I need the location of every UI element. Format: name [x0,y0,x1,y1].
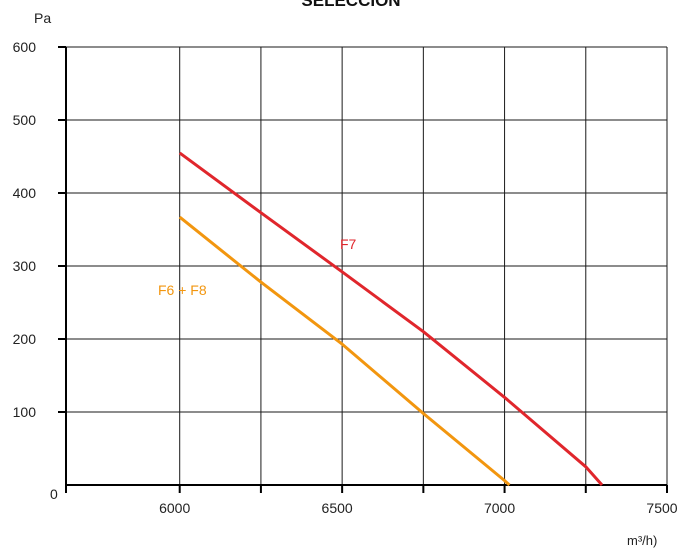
x-axis-label: m³/h) [627,533,657,548]
origin-label: 0 [50,486,58,502]
chart-title: SELECCIÓN [301,0,400,10]
series-label-f7: F7 [340,236,357,252]
y-tick-label: 300 [13,258,37,274]
tick-layer [58,46,668,493]
grid-layer [66,46,668,485]
series-line-f6-f8 [178,215,511,487]
series-line-f7 [178,151,604,486]
y-tick-label: 600 [13,39,37,55]
x-tick-label: 7000 [484,500,515,516]
axes-layer [65,47,667,493]
y-tick-label: 200 [13,331,37,347]
y-tick-label: 400 [13,185,37,201]
y-tick-label: 100 [13,404,37,420]
y-tick-label: 500 [13,112,37,128]
label-layer: SELECCIÓN Pa m³/h) 0 100 200 300 400 500 600 6… [13,0,678,548]
x-tick-label: 7500 [646,500,677,516]
series-label-f6-f8: F6 + F8 [158,282,207,298]
x-tick-label: 6000 [159,500,190,516]
x-tick-label: 6500 [322,500,353,516]
series-layer [178,151,604,487]
y-axis-label: Pa [34,10,51,26]
